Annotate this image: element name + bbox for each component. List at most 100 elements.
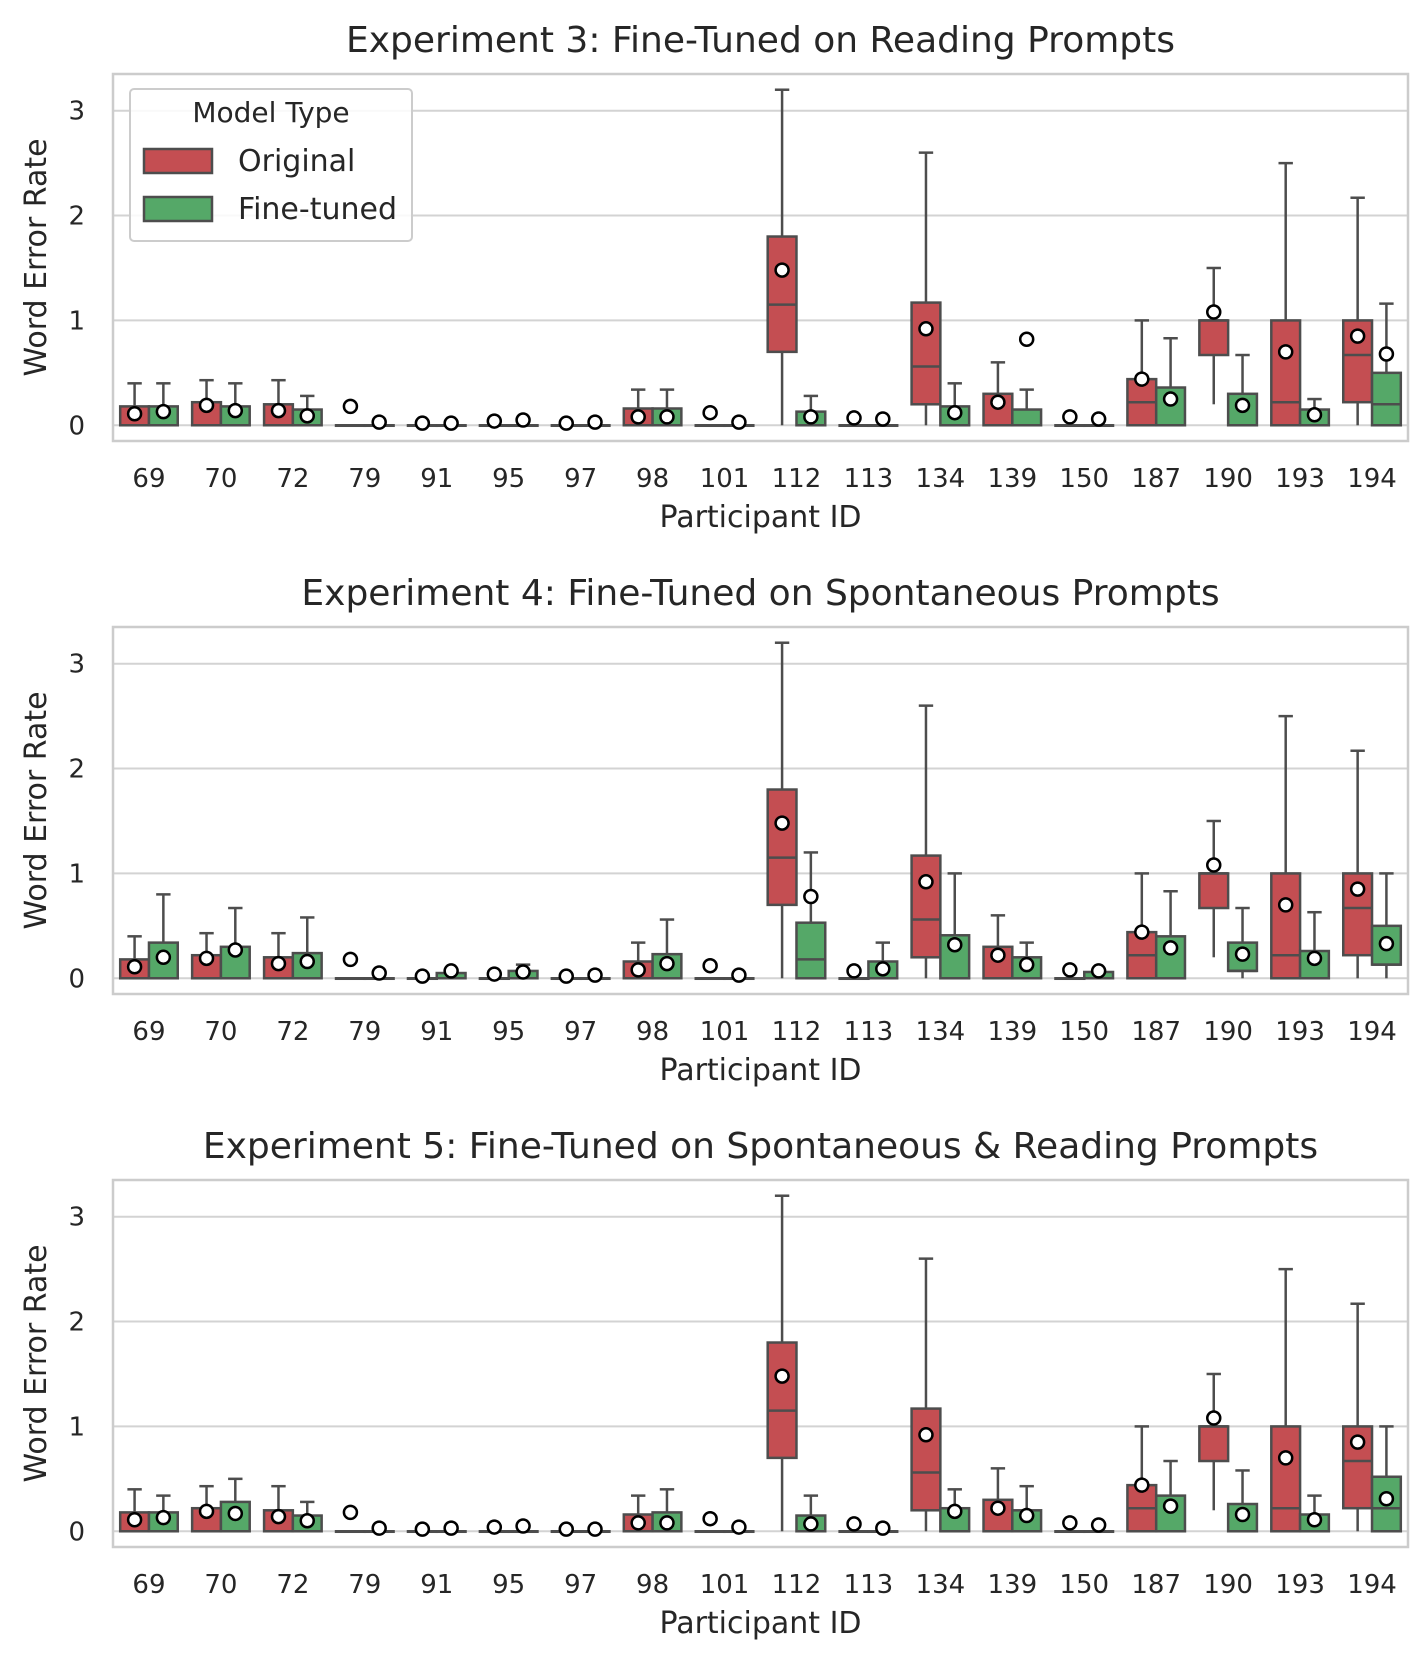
mean-marker — [1090, 963, 1107, 979]
box-plot — [1083, 963, 1115, 980]
box-plot — [838, 963, 870, 981]
mean-marker — [1277, 344, 1294, 360]
x-tick-label: 70 — [204, 1017, 237, 1047]
mean-marker — [803, 1516, 819, 1532]
mean-marker — [342, 951, 359, 968]
mean-marker — [1162, 1498, 1179, 1514]
chart-panel-5: 0 1 2 3 Experiment 5: Fine-Tuned on Spontane… — [19, 1126, 1410, 1641]
x-tick-label: 101 — [700, 1017, 750, 1047]
box-plot — [939, 382, 971, 427]
y-tick-label: 3 — [68, 650, 85, 680]
box-plot — [507, 963, 539, 980]
mean-marker — [1018, 331, 1035, 348]
box-plot — [1270, 161, 1302, 427]
box-plot — [219, 382, 251, 427]
box-plot — [291, 1500, 323, 1533]
x-tick-label: 79 — [348, 1570, 381, 1600]
box-plot — [1083, 1517, 1115, 1534]
mean-marker — [227, 402, 244, 419]
box-plot — [1370, 872, 1403, 979]
mean-marker — [659, 409, 675, 425]
y-tick-label: 0 — [68, 964, 85, 994]
mean-marker — [299, 408, 315, 424]
x-tick-label: 101 — [700, 1570, 750, 1600]
box-plot — [118, 935, 151, 980]
x-tick-label: 91 — [420, 1017, 453, 1047]
x-tick-label: 134 — [916, 1570, 966, 1600]
box-plot — [262, 931, 295, 980]
box-iqr — [1270, 319, 1302, 427]
mean-marker — [1018, 956, 1035, 973]
series-original — [118, 1194, 1374, 1537]
chart-title: Experiment 4: Fine-Tuned on Spontaneous … — [301, 573, 1219, 614]
mean-marker — [342, 398, 359, 415]
x-tick-label: 98 — [636, 464, 669, 494]
box-iqr — [766, 788, 798, 907]
y-axis-label: Word Error Rate — [19, 138, 54, 376]
mean-marker — [414, 415, 431, 431]
mean-marker — [1062, 409, 1078, 425]
box-plot — [579, 1521, 611, 1537]
box-plot — [1198, 1372, 1230, 1511]
x-tick-label: 150 — [1059, 1017, 1109, 1047]
box-iqr — [766, 235, 798, 354]
box-plot — [838, 1516, 870, 1534]
box-plot — [147, 382, 180, 427]
mean-marker — [558, 415, 574, 431]
mean-marker — [630, 962, 646, 978]
plot-frame — [111, 72, 1410, 443]
mean-marker — [414, 1521, 431, 1537]
legend-swatch — [142, 147, 214, 175]
mean-marker — [1306, 950, 1323, 967]
box-plot — [1270, 1267, 1302, 1533]
legend-label: Original — [238, 144, 355, 179]
mean-marker — [1090, 411, 1107, 427]
mean-marker — [1349, 328, 1366, 344]
x-tick-label: 97 — [564, 1570, 597, 1600]
box-plot — [982, 1467, 1014, 1533]
box-plot — [118, 1488, 151, 1533]
mean-marker — [803, 409, 819, 425]
mean-marker — [947, 404, 963, 421]
mean-marker — [126, 405, 143, 422]
box-plot — [507, 1518, 539, 1534]
mean-marker — [947, 936, 963, 953]
box-plot — [1054, 409, 1086, 428]
mean-marker — [342, 1504, 359, 1521]
mean-marker — [990, 394, 1006, 410]
box-plot — [651, 388, 683, 427]
mean-marker — [126, 1511, 143, 1528]
x-axis-label: Participant ID — [659, 1053, 861, 1088]
plot-frame — [111, 1178, 1410, 1549]
box-plot — [262, 378, 295, 427]
box-plot — [694, 1510, 726, 1534]
box-plot — [550, 968, 582, 984]
box-plot — [766, 641, 798, 979]
mean-marker — [558, 1521, 574, 1537]
x-tick-label: 70 — [204, 464, 237, 494]
x-tick-label: 95 — [492, 464, 525, 494]
box-plot — [910, 704, 942, 979]
mean-marker — [1349, 1434, 1366, 1450]
x-tick-label: 72 — [276, 464, 309, 494]
mean-marker — [1134, 1477, 1150, 1493]
box-plot — [723, 414, 755, 430]
box-plot — [766, 88, 798, 426]
x-tick-label: 187 — [1131, 464, 1181, 494]
mean-marker — [515, 964, 531, 980]
y-tick-label: 0 — [68, 411, 85, 441]
y-axis-label: Word Error Rate — [19, 1244, 54, 1482]
chart-title: Experiment 3: Fine-Tuned on Reading Prom… — [346, 20, 1175, 61]
mean-marker — [659, 955, 675, 972]
x-tick-label: 134 — [916, 464, 966, 494]
mean-marker — [155, 949, 172, 966]
box-iqr — [910, 1407, 942, 1512]
mean-marker — [414, 968, 431, 984]
mean-marker — [486, 413, 503, 429]
box-plot — [622, 388, 654, 427]
box-plot — [982, 361, 1014, 427]
y-tick-label: 3 — [68, 1203, 85, 1233]
mean-marker — [486, 1519, 503, 1535]
mean-marker — [1162, 940, 1179, 956]
mean-marker — [990, 947, 1006, 963]
